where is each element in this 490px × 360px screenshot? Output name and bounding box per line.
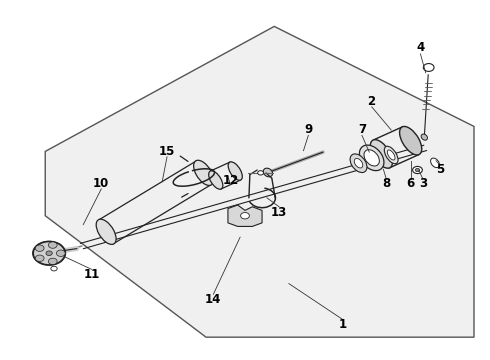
Ellipse shape [416, 168, 419, 172]
Polygon shape [45, 26, 474, 337]
Ellipse shape [421, 134, 427, 140]
Ellipse shape [354, 158, 363, 168]
Text: 9: 9 [304, 123, 313, 136]
Ellipse shape [423, 64, 434, 71]
Polygon shape [228, 205, 262, 226]
Ellipse shape [56, 250, 65, 256]
Text: 4: 4 [416, 41, 424, 54]
Ellipse shape [384, 146, 398, 164]
Text: 12: 12 [222, 174, 239, 186]
Text: 5: 5 [436, 163, 444, 176]
Text: 7: 7 [358, 123, 366, 136]
Text: 11: 11 [83, 268, 99, 281]
Ellipse shape [194, 160, 214, 185]
Ellipse shape [96, 219, 116, 244]
Ellipse shape [431, 158, 440, 168]
Ellipse shape [46, 251, 52, 256]
Ellipse shape [51, 266, 57, 271]
Text: 10: 10 [93, 177, 109, 190]
Ellipse shape [35, 255, 44, 261]
Ellipse shape [49, 258, 57, 265]
Ellipse shape [360, 145, 384, 171]
Ellipse shape [350, 154, 367, 172]
Ellipse shape [33, 242, 65, 265]
Ellipse shape [387, 150, 395, 160]
Ellipse shape [258, 171, 264, 175]
Text: 15: 15 [159, 145, 175, 158]
Text: 14: 14 [205, 293, 221, 306]
Ellipse shape [209, 171, 223, 189]
Ellipse shape [399, 126, 422, 155]
Text: 13: 13 [271, 206, 287, 219]
Text: 3: 3 [419, 177, 427, 190]
Text: 2: 2 [368, 95, 376, 108]
Text: 6: 6 [407, 177, 415, 190]
Text: 8: 8 [382, 177, 391, 190]
Ellipse shape [370, 140, 392, 168]
Ellipse shape [413, 166, 422, 174]
Ellipse shape [49, 242, 57, 248]
Ellipse shape [35, 245, 44, 251]
Ellipse shape [241, 212, 249, 219]
Ellipse shape [364, 150, 379, 166]
Ellipse shape [228, 162, 243, 180]
Ellipse shape [263, 168, 272, 177]
Text: 1: 1 [339, 318, 346, 331]
